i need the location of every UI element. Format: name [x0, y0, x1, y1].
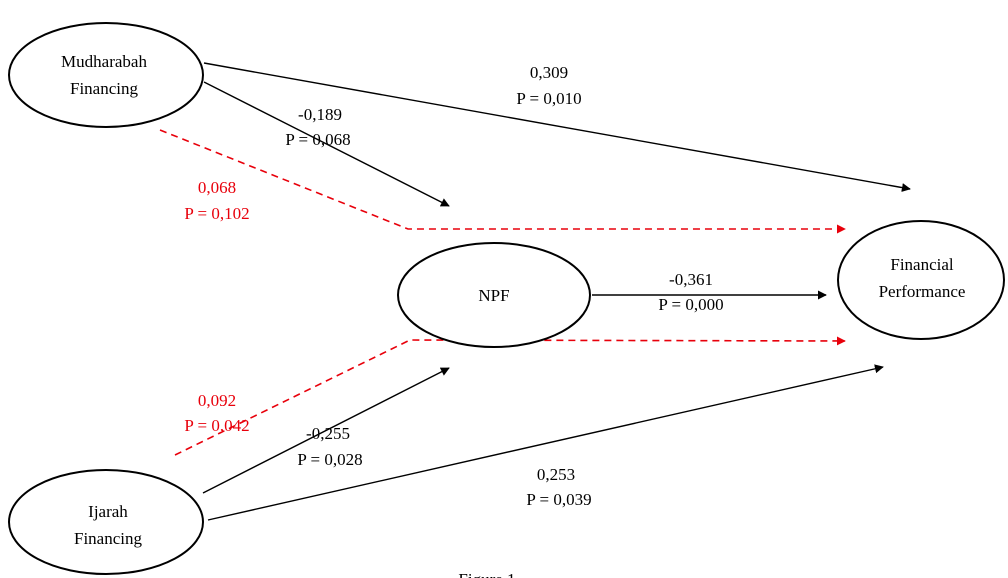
npf-label: NPF — [478, 286, 509, 305]
arrow-ijarah-indirect — [174, 336, 846, 456]
performance-label-line2: Performance — [879, 282, 966, 301]
ijarah-label-line2: Financing — [74, 529, 142, 548]
mudharabah-label-line2: Financing — [70, 79, 138, 98]
figure-caption: Figure 1 — [458, 570, 515, 578]
pvalue-npf-performance: P = 0,000 — [658, 295, 723, 314]
pvalue-ijarah-performance: P = 0,039 — [526, 490, 591, 509]
node-mudharabah-financing — [8, 22, 204, 128]
performance-label-line1: Financial — [890, 255, 954, 274]
arrow-ijarah-to-performance — [207, 364, 884, 521]
pvalue-ijarah-indirect: P = 0,042 — [184, 416, 249, 435]
arrow-mudharabah-to-npf — [203, 81, 450, 207]
coef-npf-performance: -0,361 — [669, 270, 713, 289]
arrow-mudharabah-to-performance — [203, 62, 911, 193]
coef-mudharabah-indirect: 0,068 — [198, 178, 236, 197]
pvalue-ijarah-npf: P = 0,028 — [297, 450, 362, 469]
node-financial-performance — [837, 220, 1005, 340]
pvalue-mudharabah-performance: P = 0,010 — [516, 89, 581, 108]
coef-mudharabah-performance: 0,309 — [530, 63, 568, 82]
mudharabah-label-line1: Mudharabah — [61, 52, 147, 71]
coef-ijarah-performance: 0,253 — [537, 465, 575, 484]
node-npf — [397, 242, 591, 348]
coef-mudharabah-npf: -0,189 — [298, 105, 342, 124]
arrow-mudharabah-indirect — [159, 129, 846, 234]
pvalue-mudharabah-npf: P = 0,068 — [285, 130, 350, 149]
arrow-ijarah-to-npf — [202, 367, 450, 494]
node-ijarah-financing — [8, 469, 204, 575]
ijarah-label-line1: Ijarah — [88, 502, 128, 521]
coef-ijarah-indirect: 0,092 — [198, 391, 236, 410]
coef-ijarah-npf: -0,255 — [306, 424, 350, 443]
pvalue-mudharabah-indirect: P = 0,102 — [184, 204, 249, 223]
